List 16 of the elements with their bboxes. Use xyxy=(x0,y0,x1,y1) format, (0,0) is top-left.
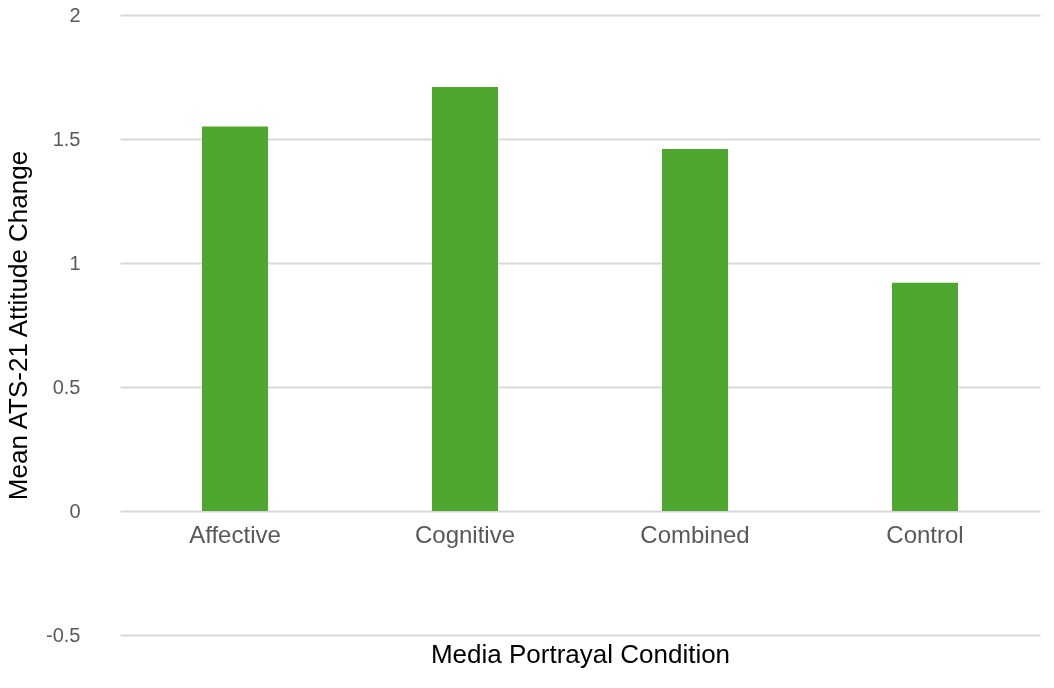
y-axis-title: Mean ATS-21 Attitude Change xyxy=(3,150,34,501)
y-tick-label: 0.5 xyxy=(52,375,81,398)
bar xyxy=(662,148,728,511)
y-tick-label: 1 xyxy=(69,251,81,274)
x-tick-label: Control xyxy=(886,520,964,548)
x-tick-label: Cognitive xyxy=(414,520,516,548)
y-tick-label: -0.5 xyxy=(46,623,81,646)
x-axis-title: Media Portrayal Condition xyxy=(430,638,731,669)
y-tick-label: 2 xyxy=(69,3,81,26)
x-tick-label: Affective xyxy=(189,520,281,548)
y-tick-label: 1.5 xyxy=(52,127,81,150)
y-tick-label: 0 xyxy=(69,499,81,522)
x-tick-label: Combined xyxy=(640,520,750,548)
bar xyxy=(432,86,498,511)
bar xyxy=(892,282,958,511)
bar xyxy=(202,126,268,511)
